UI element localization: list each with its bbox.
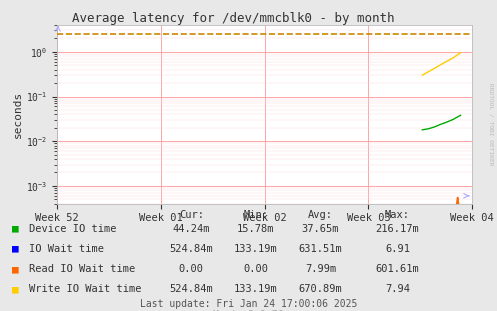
Text: 133.19m: 133.19m (234, 244, 278, 254)
Text: 7.99m: 7.99m (305, 264, 336, 274)
Text: Cur:: Cur: (179, 210, 204, 220)
Text: RRDTOOL / TOBI OETIKER: RRDTOOL / TOBI OETIKER (489, 83, 494, 166)
Text: Munin 2.0.76: Munin 2.0.76 (213, 310, 284, 311)
Text: Device IO time: Device IO time (29, 224, 116, 234)
Text: Read IO Wait time: Read IO Wait time (29, 264, 135, 274)
Text: 0.00: 0.00 (244, 264, 268, 274)
Text: 15.78m: 15.78m (237, 224, 275, 234)
Text: 6.91: 6.91 (385, 244, 410, 254)
Text: 44.24m: 44.24m (172, 224, 210, 234)
Text: 7.94: 7.94 (385, 284, 410, 294)
Text: 524.84m: 524.84m (169, 284, 213, 294)
Text: Average latency for /dev/mmcblk0 - by month: Average latency for /dev/mmcblk0 - by mo… (73, 12, 395, 25)
Text: Max:: Max: (385, 210, 410, 220)
Text: Last update: Fri Jan 24 17:00:06 2025: Last update: Fri Jan 24 17:00:06 2025 (140, 299, 357, 309)
Text: Avg:: Avg: (308, 210, 333, 220)
Text: 37.65m: 37.65m (302, 224, 339, 234)
Text: 216.17m: 216.17m (376, 224, 419, 234)
Text: 670.89m: 670.89m (299, 284, 342, 294)
Text: 133.19m: 133.19m (234, 284, 278, 294)
Text: Min:: Min: (244, 210, 268, 220)
Y-axis label: seconds: seconds (13, 91, 23, 138)
Text: 631.51m: 631.51m (299, 244, 342, 254)
Text: ■: ■ (12, 244, 19, 254)
Text: 601.61m: 601.61m (376, 264, 419, 274)
Text: ■: ■ (12, 284, 19, 294)
Text: 524.84m: 524.84m (169, 244, 213, 254)
Text: Write IO Wait time: Write IO Wait time (29, 284, 141, 294)
Text: ■: ■ (12, 224, 19, 234)
Text: ■: ■ (12, 264, 19, 274)
Text: 0.00: 0.00 (179, 264, 204, 274)
Text: IO Wait time: IO Wait time (29, 244, 104, 254)
